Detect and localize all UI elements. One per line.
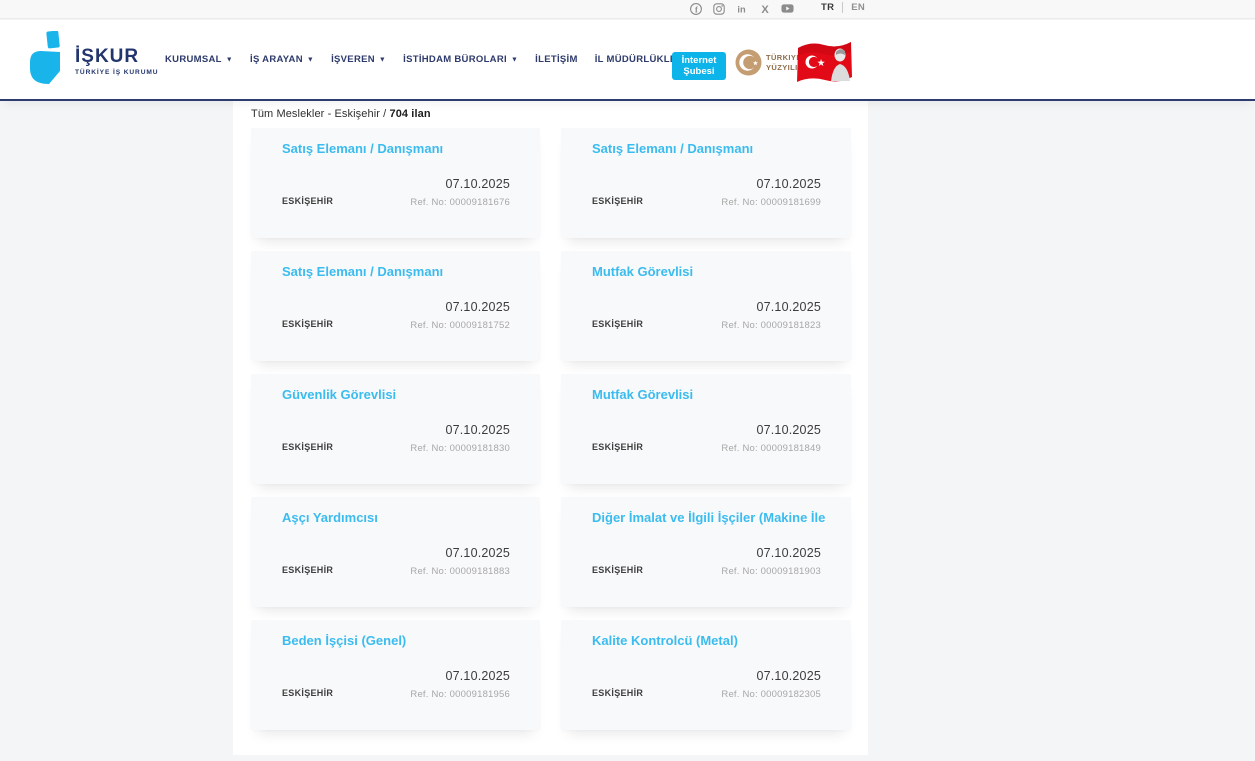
job-card[interactable]: Beden İşçisi (Genel) 07.10.2025 ESKİŞEHİ… (251, 620, 540, 730)
job-ref: Ref. No: 00009181883 (410, 566, 510, 577)
job-title[interactable]: Aşçı Yardımcısı (282, 511, 378, 525)
svg-text:in: in (737, 4, 746, 14)
job-card[interactable]: Güvenlik Görevlisi 07.10.2025 ESKİŞEHİR … (251, 374, 540, 484)
turkiye-yuzyili-logo: TÜRKIYE YÜZYILI (735, 49, 802, 76)
header: İŞKUR TÜRKİYE İŞ KURUMU KURUMSAL ▼ İŞ AR… (0, 20, 1255, 101)
turkiye-yuzyili-text: TÜRKIYE YÜZYILI (766, 53, 802, 72)
job-date: 07.10.2025 (445, 669, 510, 683)
job-title[interactable]: Güvenlik Görevlisi (282, 388, 397, 402)
chevron-down-icon: ▼ (225, 56, 233, 64)
job-card[interactable]: Mutfak Görevlisi 07.10.2025 ESKİŞEHİR Re… (561, 251, 851, 361)
job-card[interactable]: Satış Elemanı / Danışmanı 07.10.2025 ESK… (561, 128, 851, 238)
topbar: f in X TR EN (0, 0, 1255, 19)
job-ref: Ref. No: 00009181903 (721, 566, 821, 577)
job-card[interactable]: Diğer İmalat ve İlgili İşçiler (Makine İ… (561, 497, 851, 607)
job-count: 704 ilan (389, 108, 431, 120)
job-city: ESKİŞEHİR (282, 565, 334, 575)
job-date: 07.10.2025 (445, 177, 510, 191)
facebook-icon[interactable]: f (689, 2, 702, 15)
job-date: 07.10.2025 (445, 423, 510, 437)
social-links: f in X (689, 2, 794, 15)
job-card[interactable]: Kalite Kontrolcü (Metal) 07.10.2025 ESKİ… (561, 620, 851, 730)
job-title[interactable]: Beden İşçisi (Genel) (282, 634, 407, 648)
job-title[interactable]: Diğer İmalat ve İlgili İşçiler (Makine İ… (592, 511, 825, 525)
iskur-logo[interactable]: İŞKUR TÜRKİYE İŞ KURUMU (28, 31, 158, 89)
job-card[interactable]: Mutfak Görevlisi 07.10.2025 ESKİŞEHİR Re… (561, 374, 851, 484)
job-city: ESKİŞEHİR (592, 688, 644, 698)
main-nav: KURUMSAL ▼ İŞ ARAYAN ▼ İŞVEREN ▼ İSTİHDA… (165, 20, 698, 99)
x-twitter-icon[interactable]: X (758, 2, 771, 15)
iskur-logo-mark (30, 31, 60, 84)
job-ref: Ref. No: 00009181699 (721, 197, 821, 208)
language-switcher: TR EN (821, 2, 865, 13)
job-city: ESKİŞEHİR (592, 196, 644, 206)
job-card[interactable]: Satış Elemanı / Danışmanı 07.10.2025 ESK… (251, 128, 540, 238)
nav-item-i-sti-hdam-burolari[interactable]: İSTİHDAM BÜROLARI ▼ (403, 54, 519, 65)
lang-divider (842, 2, 844, 13)
job-date: 07.10.2025 (756, 669, 821, 683)
iskur-logo-title: İŞKUR (75, 46, 140, 67)
job-ref: Ref. No: 00009181956 (410, 689, 510, 700)
youtube-icon[interactable] (781, 2, 794, 15)
linkedin-icon[interactable]: in (735, 2, 748, 15)
job-ref: Ref. No: 00009181849 (721, 443, 821, 454)
job-city: ESKİŞEHİR (592, 565, 644, 575)
job-city: ESKİŞEHİR (592, 319, 644, 329)
nav-item-kurumsal[interactable]: KURUMSAL ▼ (165, 54, 233, 65)
job-title[interactable]: Kalite Kontrolcü (Metal) (592, 634, 738, 648)
iskur-logo-subtitle: TÜRKİYE İŞ KURUMU (75, 69, 159, 76)
job-ref: Ref. No: 00009181752 (410, 320, 510, 331)
content-panel: Tüm Meslekler - Eskişehir / 704 ilan Sat… (233, 101, 868, 755)
svg-text:f: f (694, 4, 697, 14)
job-ref: Ref. No: 00009182305 (721, 689, 821, 700)
job-ref: Ref. No: 00009181676 (410, 197, 510, 208)
nav-item-i-s-arayan[interactable]: İŞ ARAYAN ▼ (250, 54, 315, 65)
job-date: 07.10.2025 (445, 300, 510, 314)
nav-item-i-leti-si-m[interactable]: İLETİŞİM (535, 54, 578, 65)
svg-text:X: X (761, 4, 769, 15)
job-city: ESKİŞEHİR (282, 196, 334, 206)
job-title[interactable]: Mutfak Görevlisi (592, 388, 694, 402)
job-title[interactable]: Satış Elemanı / Danışmanı (282, 142, 444, 156)
lang-en[interactable]: EN (851, 2, 866, 13)
internet-subesi-button[interactable]: İnternet Şubesi (672, 52, 726, 80)
iskur-logo-text: İŞKUR TÜRKİYE İŞ KURUMU (75, 31, 158, 76)
turkiye-yuzyili-emblem-icon (735, 49, 762, 76)
job-date: 07.10.2025 (756, 423, 821, 437)
job-title[interactable]: Satış Elemanı / Danışmanı (282, 265, 444, 279)
turkish-flag-ataturk-image (797, 42, 852, 82)
job-ref: Ref. No: 00009181830 (410, 443, 510, 454)
nav-item-i-sveren[interactable]: İŞVEREN ▼ (331, 54, 387, 65)
job-city: ESKİŞEHİR (592, 442, 644, 452)
job-date: 07.10.2025 (756, 300, 821, 314)
job-date: 07.10.2025 (445, 546, 510, 560)
job-ref: Ref. No: 00009181823 (721, 320, 821, 331)
job-city: ESKİŞEHİR (282, 688, 334, 698)
job-title[interactable]: Mutfak Görevlisi (592, 265, 694, 279)
jobs-grid: Satış Elemanı / Danışmanı 07.10.2025 ESK… (251, 128, 851, 730)
breadcrumb: Tüm Meslekler - Eskişehir / 704 ilan (251, 108, 851, 120)
job-date: 07.10.2025 (756, 177, 821, 191)
chevron-down-icon: ▼ (378, 56, 387, 64)
chevron-down-icon: ▼ (510, 56, 519, 64)
instagram-icon[interactable] (712, 2, 725, 15)
job-title[interactable]: Satış Elemanı / Danışmanı (592, 142, 754, 156)
job-date: 07.10.2025 (756, 546, 821, 560)
lang-tr[interactable]: TR (821, 2, 835, 13)
chevron-down-icon: ▼ (306, 56, 315, 64)
job-card[interactable]: Satış Elemanı / Danışmanı 07.10.2025 ESK… (251, 251, 540, 361)
job-city: ESKİŞEHİR (282, 442, 334, 452)
breadcrumb-text: Tüm Meslekler - Eskişehir / (251, 108, 390, 120)
job-city: ESKİŞEHİR (282, 319, 334, 329)
job-card[interactable]: Aşçı Yardımcısı 07.10.2025 ESKİŞEHİR Ref… (251, 497, 540, 607)
